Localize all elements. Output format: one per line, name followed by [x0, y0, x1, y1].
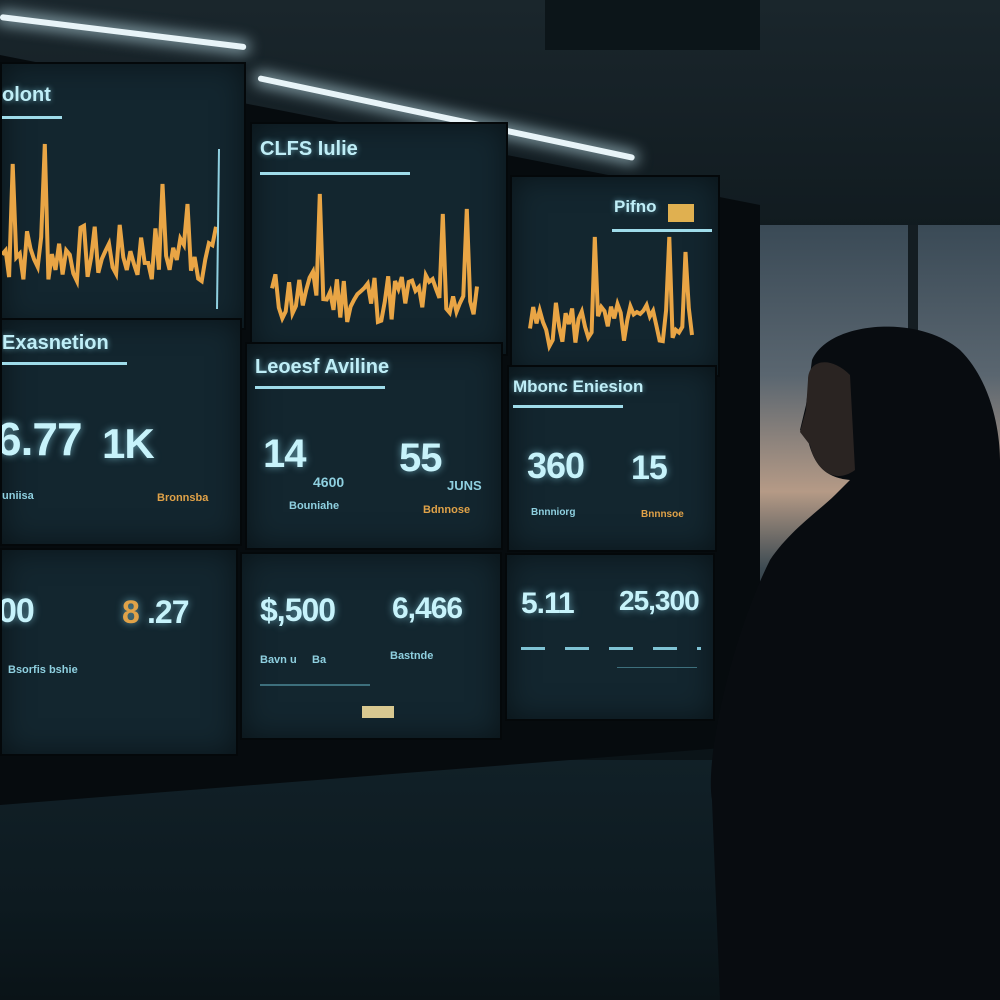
divider	[2, 362, 127, 365]
metric-value: $,500	[260, 592, 336, 628]
metric-panel: $,500 6,466 Bavn u Ba Bastnde	[240, 552, 502, 740]
metric-label: Bsorfis bshie	[8, 664, 78, 676]
metric-unit: 4600	[313, 474, 345, 490]
badge	[362, 706, 394, 718]
metric-value: 6.77	[0, 413, 83, 465]
ceiling-vent	[545, 0, 760, 50]
badge	[668, 204, 694, 222]
metric-panel: 5.11 25,300	[505, 553, 715, 721]
metric-panel: 00 8 .27 Bsorfis bshie	[0, 548, 238, 756]
metric-label: Bavn u	[260, 654, 297, 666]
panel-title: Mbonc Eniesion	[513, 377, 644, 396]
divider	[2, 116, 62, 119]
metric-panel: Mbonc Eniesion 360 15 Bnnniorg Bnnnsoe	[507, 365, 717, 552]
progress-line	[617, 667, 697, 668]
metric-label: Bouniahe	[289, 500, 340, 512]
divider	[513, 405, 623, 408]
metric-label: Bnnniorg	[531, 507, 576, 518]
metric-value: 55	[399, 436, 442, 480]
metric-label: Bdnnose	[423, 504, 471, 516]
metric-value: 6,466	[392, 592, 463, 625]
divider	[612, 229, 712, 232]
metric-value: 14	[263, 432, 306, 476]
chart-line	[2, 143, 218, 289]
metric-label: uniisa	[2, 490, 34, 502]
metric-value: 00	[0, 592, 35, 630]
metric-value: 8	[122, 594, 140, 630]
progress-line	[260, 684, 370, 686]
divider	[260, 172, 410, 175]
metric-value: 5.11	[521, 587, 575, 620]
divider	[255, 386, 385, 389]
chart-panel: olont	[0, 62, 246, 330]
line-chart	[528, 236, 694, 352]
metric-label: Bastnde	[390, 650, 434, 662]
chart-panel: CLFS Iulie	[250, 122, 508, 356]
chart-panel: Pifno	[510, 175, 720, 377]
panel-title: Pifno	[614, 197, 657, 216]
line-chart	[2, 143, 220, 310]
panel-title: olont	[2, 84, 51, 106]
metric-value: .27	[147, 594, 189, 630]
face	[800, 362, 855, 476]
axis	[216, 148, 220, 310]
metric-panel: Leoesf Aviline 14 4600 55 JUNS Bouniahe …	[245, 342, 503, 550]
metric-label: Ba	[312, 654, 327, 666]
line-chart	[270, 193, 479, 325]
metric-value: 15	[631, 449, 668, 487]
metric-value: 25,300	[619, 585, 700, 616]
chart-line	[528, 236, 694, 352]
metric-panel: Exasnetion 6.77 1K uniisa Bronnsba	[0, 318, 242, 546]
panel-title: Leoesf Aviline	[255, 356, 390, 378]
panel-title: Exasnetion	[2, 332, 109, 354]
panel-title: CLFS Iulie	[260, 138, 358, 160]
labels	[521, 647, 701, 650]
chart-line	[270, 193, 479, 325]
metric-value: 360	[527, 445, 585, 486]
metric-unit: JUNS	[447, 478, 482, 493]
metric-value: 1K	[102, 420, 155, 467]
metric-label: Bnnnsoe	[641, 509, 684, 520]
metric-label: Bronnsba	[157, 492, 209, 504]
